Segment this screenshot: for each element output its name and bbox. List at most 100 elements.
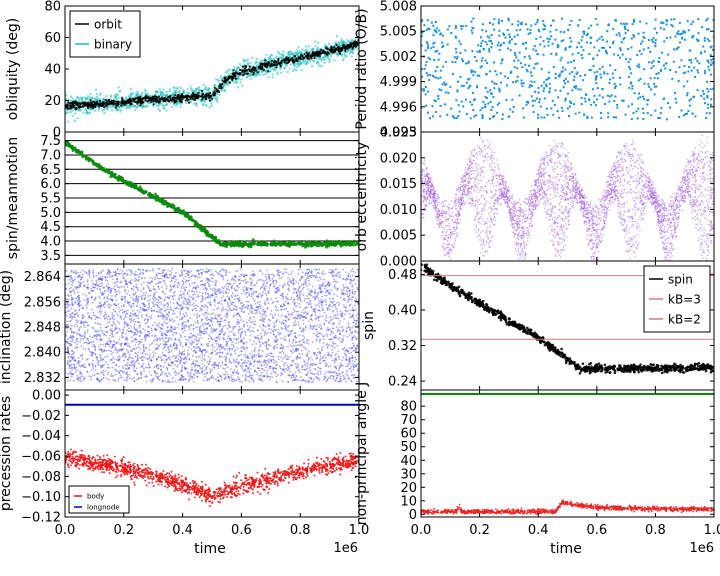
period-ratio-ratio-point bbox=[538, 101, 541, 104]
orb-eccentricity-eccentricity-point bbox=[711, 154, 714, 157]
orb-eccentricity-eccentricity-point bbox=[594, 211, 597, 214]
period-ratio-ytick-label: 5.002 bbox=[380, 50, 417, 65]
period-ratio-ratio-point bbox=[603, 72, 606, 75]
period-ratio-ratio-point bbox=[462, 84, 465, 87]
period-ratio-ratio-point bbox=[693, 66, 696, 69]
period-ratio-ratio-point bbox=[543, 116, 546, 119]
spin-meanmotion-spin-meanmotion-point bbox=[115, 176, 118, 180]
obliquity-orbit-point bbox=[120, 97, 124, 100]
obliquity-orbit-point bbox=[77, 103, 80, 106]
period-ratio-ratio-point bbox=[460, 27, 463, 30]
obliquity-orbit-point bbox=[228, 76, 231, 79]
period-ratio-ratio-point bbox=[472, 74, 475, 77]
period-ratio-ratio-point bbox=[686, 20, 689, 23]
period-ratio-ratio-point bbox=[710, 45, 713, 48]
period-ratio-ratio-point bbox=[545, 83, 548, 86]
obliquity-binary-point bbox=[209, 102, 213, 105]
obliquity-orbit-point bbox=[169, 94, 172, 98]
obliquity-binary-point bbox=[311, 59, 315, 63]
period-ratio-ratio-point bbox=[507, 17, 510, 20]
obliquity-binary-point bbox=[351, 51, 355, 55]
obliquity-orbit-point bbox=[180, 95, 183, 98]
period-ratio-ratio-point bbox=[533, 45, 536, 48]
obliquity-orbit-point bbox=[290, 57, 293, 60]
period-ratio-ratio-point bbox=[427, 27, 430, 30]
obliquity-binary-point bbox=[255, 72, 258, 76]
obliquity-binary-point bbox=[272, 65, 276, 69]
obliquity-binary-point bbox=[323, 56, 326, 59]
period-ratio-ratio-point bbox=[596, 23, 599, 26]
period-ratio-ratio-point bbox=[669, 36, 672, 39]
period-ratio-ratio-point bbox=[474, 70, 477, 73]
period-ratio-ratio-point bbox=[566, 80, 569, 83]
period-ratio-ratio-point bbox=[694, 115, 697, 118]
period-ratio-ratio-point bbox=[669, 106, 672, 109]
period-ratio-ratio-point bbox=[697, 18, 700, 21]
period-ratio-ratio-point bbox=[646, 112, 649, 115]
period-ratio-ratio-point bbox=[704, 102, 707, 105]
obliquity-orbit-point bbox=[265, 62, 268, 65]
period-ratio-ratio-point bbox=[459, 43, 462, 46]
period-ratio-ratio-point bbox=[678, 116, 681, 119]
period-ratio-ratio-point bbox=[589, 42, 592, 45]
period-ratio-ratio-point bbox=[524, 63, 527, 66]
period-ratio-ratio-point bbox=[609, 46, 612, 49]
period-ratio-ratio-point bbox=[677, 46, 680, 49]
obliquity-binary-point bbox=[242, 58, 245, 61]
spin-meanmotion-spin-meanmotion-point bbox=[127, 183, 131, 187]
orb-eccentricity-eccentricity-point bbox=[701, 146, 704, 149]
orb-eccentricity-eccentricity-point bbox=[566, 159, 569, 161]
period-ratio-ratio-point bbox=[522, 107, 525, 110]
period-ratio-ratio-point bbox=[556, 46, 559, 49]
period-ratio-ratio-point bbox=[484, 106, 487, 109]
obliquity-ytick-label: 0 bbox=[53, 126, 61, 141]
obliquity-binary-point bbox=[294, 69, 298, 72]
period-ratio-ratio-point bbox=[610, 94, 613, 97]
spin-meanmotion-spin-meanmotion-point bbox=[84, 157, 88, 161]
obliquity-orbit-point bbox=[306, 53, 310, 57]
period-ratio-ratio-point bbox=[586, 32, 589, 35]
obliquity-binary-point bbox=[218, 93, 221, 96]
period-ratio-ratio-point bbox=[525, 68, 528, 71]
period-ratio-ratio-point bbox=[654, 39, 657, 42]
obliquity-orbit-point bbox=[103, 106, 106, 109]
obliquity-binary-point bbox=[340, 54, 344, 57]
period-ratio-ratio-point bbox=[549, 30, 552, 33]
period-ratio-ratio-point bbox=[430, 21, 433, 24]
orb-eccentricity-eccentricity-point bbox=[558, 160, 560, 163]
spin-meanmotion-spin-meanmotion-point bbox=[107, 169, 110, 173]
obliquity-orbit-point bbox=[213, 86, 217, 90]
period-ratio-ratio-point bbox=[480, 45, 483, 48]
period-ratio-ratio-point bbox=[580, 103, 583, 106]
period-ratio-ratio-point bbox=[481, 117, 484, 120]
period-ratio-ratio-point bbox=[424, 49, 427, 52]
spin-meanmotion-spin-meanmotion-point bbox=[222, 242, 225, 246]
period-ratio-ratio-point bbox=[498, 87, 501, 90]
period-ratio-ratio-point bbox=[667, 102, 670, 105]
orb-eccentricity-eccentricity-point bbox=[627, 251, 630, 253]
orb-eccentricity-eccentricity-point bbox=[635, 159, 638, 161]
obliquity-binary-point bbox=[320, 64, 323, 68]
period-ratio-ratio-point bbox=[506, 47, 509, 50]
period-ratio-ratio-point bbox=[564, 77, 567, 80]
period-ratio-ratio-point bbox=[546, 37, 549, 40]
obliquity-binary-point bbox=[255, 57, 259, 61]
period-ratio-ratio-point bbox=[706, 17, 709, 20]
period-ratio-ratio-point bbox=[683, 65, 686, 68]
period-ratio-ratio-point bbox=[552, 19, 555, 22]
period-ratio-ratio-point bbox=[665, 118, 668, 121]
period-ratio-ratio-point bbox=[460, 84, 463, 87]
obliquity-binary-point bbox=[95, 92, 99, 96]
spin-meanmotion-spin-meanmotion-point bbox=[218, 241, 222, 245]
period-ratio-ratio-point bbox=[518, 51, 521, 54]
obliquity-binary-point bbox=[339, 41, 342, 45]
spin-meanmotion-spin-meanmotion-point bbox=[251, 238, 255, 241]
period-ratio-ratio-point bbox=[464, 49, 467, 52]
period-ratio-ratio-point bbox=[619, 49, 622, 52]
orb-eccentricity-eccentricity-point bbox=[689, 166, 692, 168]
orb-eccentricity-eccentricity-point bbox=[609, 201, 612, 203]
period-ratio-ratio-point bbox=[488, 70, 491, 73]
period-ratio-ratio-point bbox=[700, 26, 703, 29]
period-ratio-ratio-point bbox=[536, 53, 539, 56]
spin-meanmotion-spin-meanmotion-point bbox=[109, 171, 112, 175]
